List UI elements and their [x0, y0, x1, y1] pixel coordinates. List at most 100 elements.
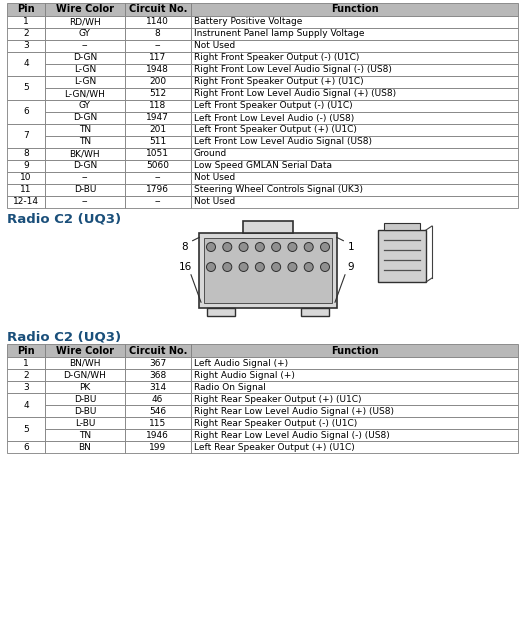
Bar: [45, 441, 124, 453]
Text: 1140: 1140: [146, 18, 169, 26]
Bar: [7, 344, 45, 357]
Bar: [191, 429, 518, 441]
Bar: [191, 112, 518, 124]
Text: GY: GY: [79, 30, 91, 38]
Bar: [124, 357, 191, 369]
Text: 1947: 1947: [146, 113, 169, 122]
Text: Radio C2 (UQ3): Radio C2 (UQ3): [7, 330, 121, 343]
Bar: [7, 196, 45, 208]
Text: 1796: 1796: [146, 185, 169, 195]
Bar: [191, 381, 518, 393]
Bar: [7, 124, 45, 148]
Bar: [45, 28, 124, 40]
Bar: [7, 417, 45, 441]
Bar: [124, 100, 191, 112]
Text: 4: 4: [23, 401, 29, 410]
Text: Right Rear Speaker Output (-) (U1C): Right Rear Speaker Output (-) (U1C): [194, 418, 357, 428]
Text: Low Speed GMLAN Serial Data: Low Speed GMLAN Serial Data: [194, 161, 332, 171]
Text: L-BU: L-BU: [75, 418, 95, 428]
Bar: [45, 172, 124, 184]
Bar: [45, 88, 124, 100]
Bar: [124, 196, 191, 208]
Text: 118: 118: [149, 101, 166, 110]
Text: 5: 5: [23, 84, 29, 93]
Text: 46: 46: [152, 394, 163, 403]
Bar: [45, 76, 124, 88]
Bar: [124, 124, 191, 136]
Text: L-GN: L-GN: [74, 77, 96, 86]
Text: RD/WH: RD/WH: [69, 18, 101, 26]
Text: Left Front Speaker Output (+) (U1C): Left Front Speaker Output (+) (U1C): [194, 125, 357, 134]
Bar: [45, 112, 124, 124]
Text: TN: TN: [79, 125, 91, 134]
Text: BN/WH: BN/WH: [69, 358, 101, 367]
Bar: [124, 369, 191, 381]
Bar: [45, 369, 124, 381]
Bar: [45, 160, 124, 172]
Circle shape: [239, 243, 248, 251]
Bar: [191, 16, 518, 28]
Text: 12-14: 12-14: [13, 197, 39, 207]
Text: 9: 9: [348, 262, 354, 272]
Text: D-GN/WH: D-GN/WH: [64, 370, 107, 379]
Bar: [45, 64, 124, 76]
Text: Right Front Low Level Audio Signal (+) (US8): Right Front Low Level Audio Signal (+) (…: [194, 89, 396, 98]
Bar: [7, 148, 45, 160]
Bar: [191, 148, 518, 160]
Text: 3: 3: [23, 42, 29, 50]
Circle shape: [255, 243, 265, 251]
Text: 1: 1: [348, 242, 354, 252]
Bar: [191, 357, 518, 369]
Bar: [124, 148, 191, 160]
Bar: [7, 160, 45, 172]
Text: GY: GY: [79, 101, 91, 110]
Text: Right Rear Low Level Audio Signal (-) (US8): Right Rear Low Level Audio Signal (-) (U…: [194, 430, 390, 440]
Text: Steering Wheel Controls Signal (UK3): Steering Wheel Controls Signal (UK3): [194, 185, 363, 195]
Text: Right Front Speaker Output (-) (U1C): Right Front Speaker Output (-) (U1C): [194, 54, 359, 62]
Bar: [7, 28, 45, 40]
Bar: [45, 381, 124, 393]
Bar: [191, 172, 518, 184]
Bar: [45, 357, 124, 369]
Bar: [191, 100, 518, 112]
Text: PK: PK: [79, 382, 90, 391]
Text: Radio On Signal: Radio On Signal: [194, 382, 266, 391]
Bar: [45, 196, 124, 208]
Bar: [191, 369, 518, 381]
Bar: [191, 441, 518, 453]
Bar: [124, 52, 191, 64]
Text: 6: 6: [23, 108, 29, 117]
Bar: [124, 160, 191, 172]
Bar: [191, 160, 518, 172]
Text: Right Front Speaker Output (+) (U1C): Right Front Speaker Output (+) (U1C): [194, 77, 364, 86]
Text: 9: 9: [23, 161, 29, 171]
Text: 16: 16: [178, 262, 192, 272]
Text: 3: 3: [23, 382, 29, 391]
Text: 6: 6: [23, 442, 29, 452]
Bar: [124, 112, 191, 124]
Text: Pin: Pin: [17, 4, 35, 14]
Circle shape: [206, 263, 215, 272]
Text: Pin: Pin: [17, 345, 35, 355]
Text: --: --: [154, 42, 161, 50]
Bar: [191, 3, 518, 16]
Text: 1946: 1946: [146, 430, 169, 440]
Circle shape: [304, 243, 313, 251]
Bar: [191, 393, 518, 405]
Bar: [124, 40, 191, 52]
Bar: [191, 64, 518, 76]
Bar: [124, 344, 191, 357]
Text: D-BU: D-BU: [74, 185, 96, 195]
Text: Left Front Low Level Audio (-) (US8): Left Front Low Level Audio (-) (US8): [194, 113, 354, 122]
Bar: [7, 441, 45, 453]
Text: 201: 201: [149, 125, 166, 134]
Text: 1: 1: [23, 358, 29, 367]
Bar: [124, 172, 191, 184]
Bar: [124, 405, 191, 417]
Text: Instrunent Panel lamp Supply Voltage: Instrunent Panel lamp Supply Voltage: [194, 30, 364, 38]
Text: TN: TN: [79, 137, 91, 147]
Text: 546: 546: [149, 406, 166, 416]
Bar: [124, 88, 191, 100]
Bar: [45, 40, 124, 52]
Bar: [124, 417, 191, 429]
